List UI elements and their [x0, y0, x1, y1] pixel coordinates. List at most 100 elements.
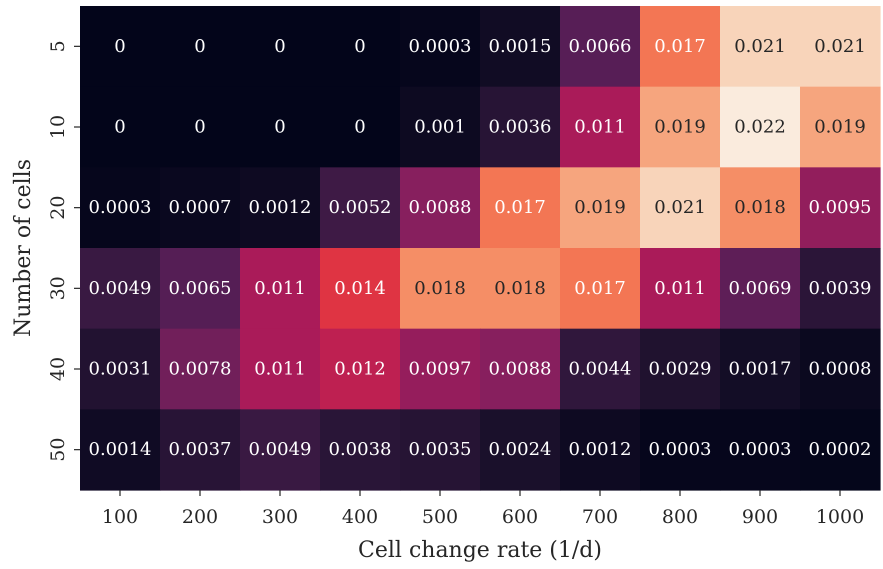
- cell-value-label: 0.017: [574, 278, 626, 299]
- cell-value-label: 0.0036: [489, 117, 552, 138]
- cell-value-label: 0: [274, 117, 285, 138]
- cell-value-label: 0.0003: [729, 439, 792, 460]
- heatmap-cell: [320, 6, 401, 88]
- heatmap-cell: [80, 328, 161, 410]
- cell-value-label: 0: [114, 36, 125, 57]
- heatmap-cell: [80, 248, 161, 330]
- heatmap-cell: [320, 248, 401, 330]
- cell-value-label: 0.001: [414, 117, 466, 138]
- x-tick-label: 1000: [816, 506, 864, 528]
- cell-value-label: 0.0066: [569, 36, 632, 57]
- heatmap-cell: [160, 6, 241, 88]
- x-tick-label: 200: [182, 506, 218, 528]
- heatmap-cell: [720, 167, 801, 249]
- cell-value-label: 0: [194, 36, 205, 57]
- cell-value-label: 0.0088: [409, 197, 472, 218]
- heatmap-cell: [400, 6, 481, 88]
- heatmap-cell: [640, 6, 721, 88]
- cell-value-label: 0.0069: [729, 278, 792, 299]
- heatmap-cell: [480, 86, 561, 168]
- heatmap-cell: [400, 409, 481, 491]
- x-tick-label: 500: [422, 506, 458, 528]
- heatmap-cell: [640, 328, 721, 410]
- cell-value-label: 0.0031: [89, 359, 152, 380]
- heatmap-cell: [240, 86, 321, 168]
- heatmap-cell: [400, 248, 481, 330]
- cell-value-label: 0.0017: [729, 359, 792, 380]
- heatmap-cell: [800, 409, 881, 491]
- cell-value-label: 0.0037: [169, 439, 232, 460]
- heatmap-cell: [240, 328, 321, 410]
- cell-value-label: 0.011: [254, 278, 306, 299]
- heatmap-cell: [480, 409, 561, 491]
- cell-value-label: 0.0049: [89, 278, 152, 299]
- cell-value-label: 0.012: [334, 359, 386, 380]
- heatmap-cell: [720, 248, 801, 330]
- heatmap-cell: [640, 86, 721, 168]
- heatmap-cell: [160, 409, 241, 491]
- cell-value-label: 0.0008: [809, 359, 872, 380]
- heatmap-cells: [80, 6, 881, 491]
- heatmap-cell: [560, 409, 641, 491]
- cell-value-label: 0.014: [334, 278, 386, 299]
- heatmap-cell: [560, 248, 641, 330]
- cell-value-label: 0.0038: [329, 439, 392, 460]
- y-tick-label: 5: [47, 40, 69, 52]
- heatmap-cell: [560, 6, 641, 88]
- heatmap-cell: [560, 167, 641, 249]
- y-tick-label: 40: [47, 357, 69, 381]
- heatmap-cell: [240, 248, 321, 330]
- cell-value-label: 0.0039: [809, 278, 872, 299]
- cell-value-label: 0.019: [574, 197, 626, 218]
- heatmap-cell: [320, 328, 401, 410]
- heatmap-cell: [80, 86, 161, 168]
- cell-value-label: 0.0097: [409, 359, 472, 380]
- heatmap-cell: [720, 409, 801, 491]
- cell-value-label: 0.0052: [329, 197, 392, 218]
- heatmap-cell: [480, 167, 561, 249]
- x-tick-label: 100: [102, 506, 138, 528]
- cell-value-label: 0: [114, 117, 125, 138]
- heatmap-cell: [240, 167, 321, 249]
- y-tick-label: 30: [47, 276, 69, 300]
- heatmap-cell: [800, 248, 881, 330]
- cell-value-label: 0.011: [654, 278, 706, 299]
- cell-value-label: 0: [354, 36, 365, 57]
- cell-value-label: 0.0002: [809, 439, 872, 460]
- heatmap-cell: [320, 86, 401, 168]
- cell-value-label: 0.0003: [409, 36, 472, 57]
- heatmap-cell: [800, 86, 881, 168]
- cell-value-label: 0.017: [494, 197, 546, 218]
- heatmap-cell: [80, 409, 161, 491]
- cell-value-label: 0: [354, 117, 365, 138]
- cell-value-label: 0.0078: [169, 359, 232, 380]
- heatmap-cell: [560, 328, 641, 410]
- cell-value-label: 0.021: [654, 197, 706, 218]
- cell-value-label: 0.0088: [489, 359, 552, 380]
- cell-value-label: 0.0024: [489, 439, 552, 460]
- cell-value-label: 0.0049: [249, 439, 312, 460]
- heatmap-cell: [800, 6, 881, 88]
- cell-value-label: 0.0029: [649, 359, 712, 380]
- heatmap-cell-labels: 0 0 0 0 0.0003 0.0015 0.0066 0.017 0.021 0.021 0 0 0…: [89, 36, 872, 460]
- heatmap-cell: [640, 409, 721, 491]
- cell-value-label: 0.018: [734, 197, 786, 218]
- cell-value-label: 0.0015: [489, 36, 552, 57]
- heatmap-cell: [160, 328, 241, 410]
- cell-value-label: 0.021: [734, 36, 786, 57]
- cell-value-label: 0.0007: [169, 197, 232, 218]
- y-tick-label: 10: [47, 115, 69, 139]
- heatmap-cell: [720, 328, 801, 410]
- x-tick-label: 900: [742, 506, 778, 528]
- cell-value-label: 0.0003: [89, 197, 152, 218]
- cell-value-label: 0.018: [494, 278, 546, 299]
- x-tick-label: 300: [262, 506, 298, 528]
- x-axis-label: Cell change rate (1/d): [358, 538, 602, 563]
- heatmap-cell: [720, 86, 801, 168]
- cell-value-label: 0.019: [654, 117, 706, 138]
- heatmap-cell: [240, 6, 321, 88]
- heatmap-cell: [320, 167, 401, 249]
- heatmap-cell: [320, 409, 401, 491]
- y-axis-ticks: 5 10 20 30 40 50: [47, 40, 80, 462]
